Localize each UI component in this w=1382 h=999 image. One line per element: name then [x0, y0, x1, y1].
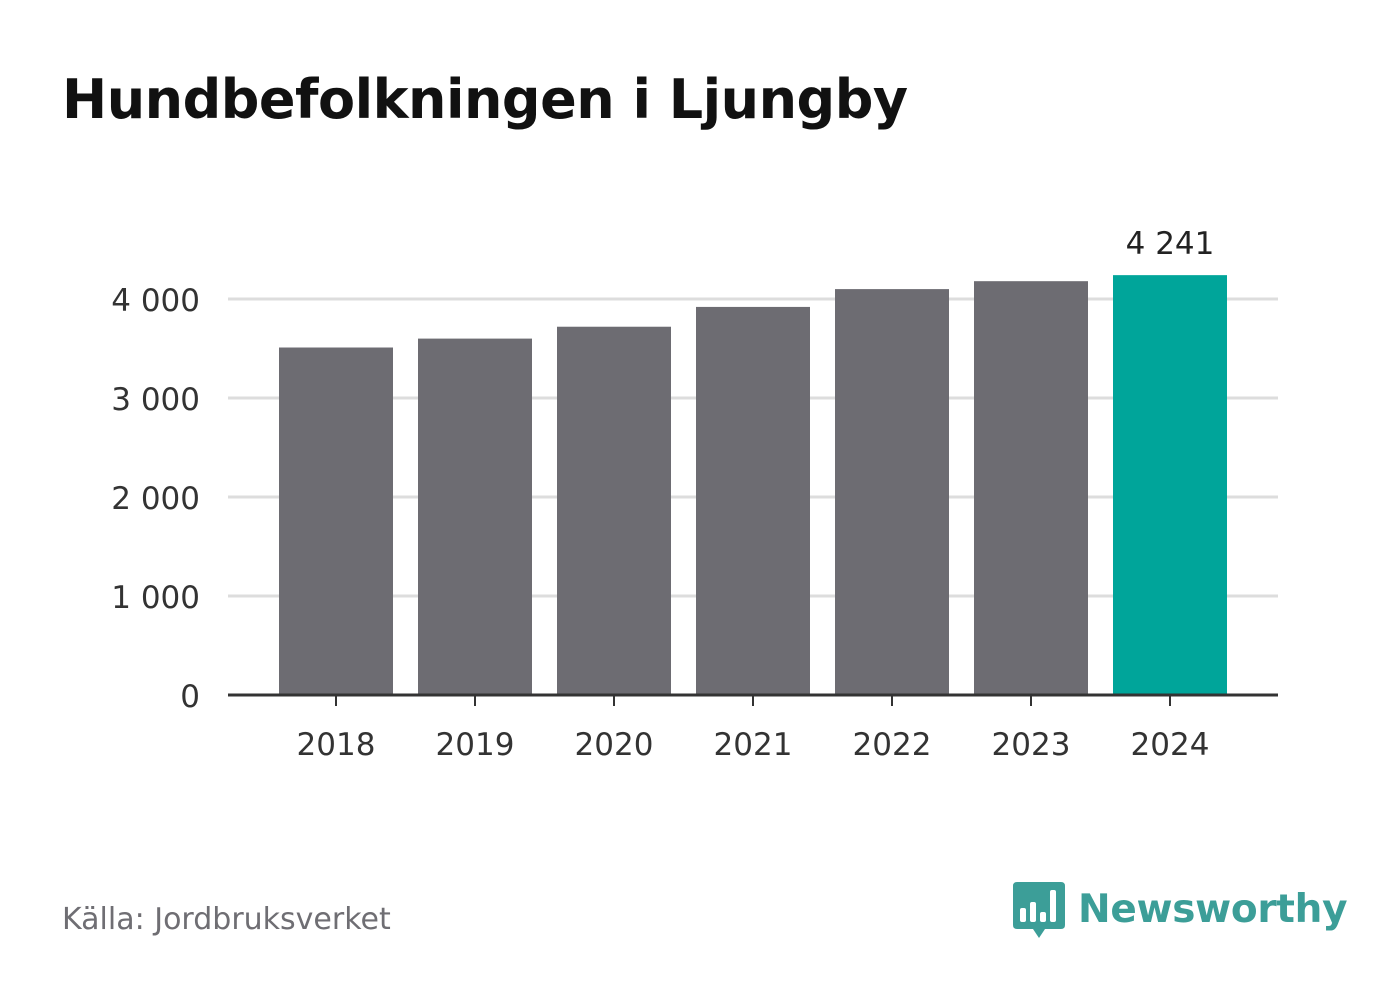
bars: [279, 275, 1227, 695]
source-note: Källa: Jordbruksverket: [62, 902, 391, 937]
bar-2023: [974, 281, 1088, 695]
data-labels: 4 241: [1126, 226, 1215, 262]
brand-logo: Newsworthy: [1012, 880, 1348, 940]
bar-2024: [1113, 275, 1227, 695]
y-tick-label: 3 000: [111, 382, 200, 418]
y-tick-label: 1 000: [111, 580, 200, 616]
x-tick-label: 2021: [714, 727, 793, 763]
x-axis: 2018 2019 2020 2021 2022 2023 2024: [228, 693, 1278, 763]
x-tick-label: 2024: [1131, 727, 1210, 763]
newsworthy-chart-bubble-icon: [1013, 882, 1065, 938]
x-tick-label: 2023: [992, 727, 1071, 763]
x-tick-label: 2018: [297, 727, 376, 763]
chart-title: Hundbefolkningen i Ljungby: [62, 68, 908, 131]
y-tick-label: 4 000: [111, 283, 200, 319]
y-tick-label: 0: [180, 679, 200, 715]
x-tick-label: 2020: [575, 727, 654, 763]
bar-2019: [418, 338, 532, 695]
bar-2018: [279, 347, 393, 695]
y-axis-labels: 0 1 000 2 000 3 000 4 000: [111, 283, 200, 715]
data-label-2024: 4 241: [1126, 226, 1215, 262]
bar-2020: [557, 326, 671, 695]
x-tick-label: 2022: [853, 727, 932, 763]
x-tick-label: 2019: [436, 727, 515, 763]
bar-2021: [696, 306, 810, 695]
brand-name: Newsworthy: [1078, 887, 1348, 932]
bar-2022: [835, 289, 949, 695]
y-tick-label: 2 000: [111, 481, 200, 517]
